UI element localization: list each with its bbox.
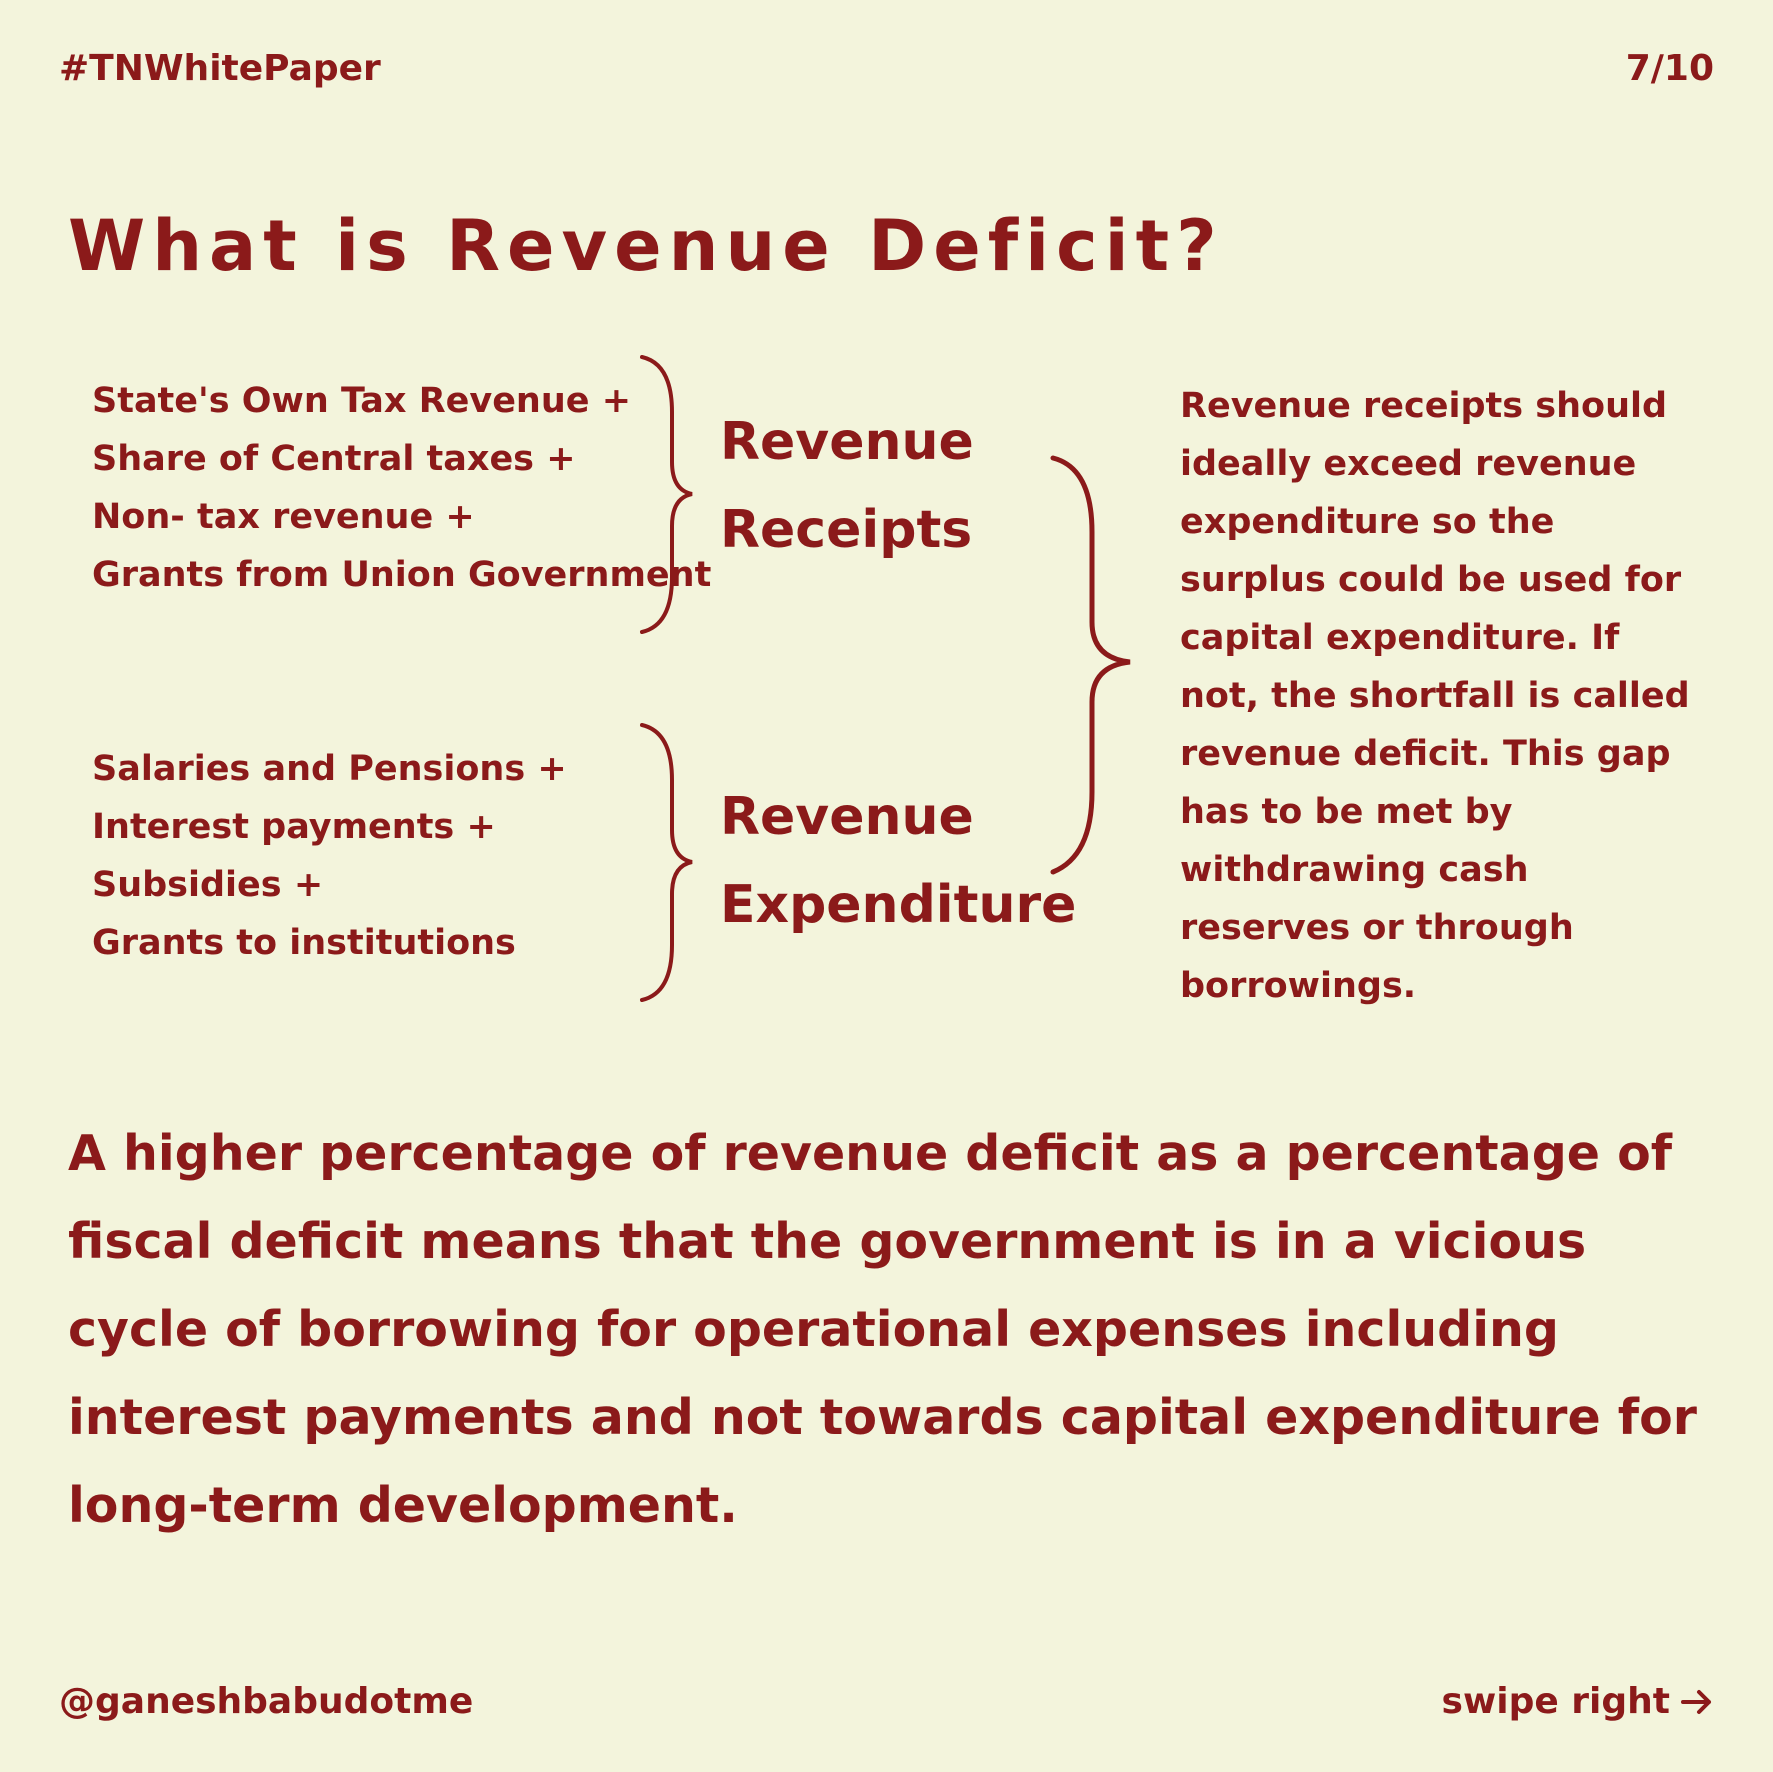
swipe-label: swipe right xyxy=(1441,1681,1670,1722)
label-line: Revenue xyxy=(720,787,974,847)
swipe-hint[interactable]: swipe right xyxy=(1442,1681,1714,1722)
explanation-text: Revenue receipts should ideally exceed r… xyxy=(1180,386,1690,1006)
receipts-brace-icon xyxy=(640,355,693,634)
revenue-expenditure-label: Revenue Expenditure xyxy=(720,773,1076,949)
page-title: What is Revenue Deficit? xyxy=(68,205,1224,287)
list-item: Subsidies + xyxy=(92,865,324,905)
list-item: Share of Central taxes + xyxy=(92,439,576,479)
expenditure-list: Salaries and Pensions + Interest payment… xyxy=(92,740,567,972)
summary-text: A higher percentage of revenue deficit a… xyxy=(68,1125,1697,1534)
label-line: Expenditure xyxy=(720,875,1077,935)
page-indicator: 7/10 xyxy=(1625,48,1714,89)
hashtag: #TNWhitePaper xyxy=(59,48,381,89)
list-item: Non- tax revenue + xyxy=(92,497,475,537)
combined-brace-icon xyxy=(1050,455,1131,875)
list-item: Salaries and Pensions + xyxy=(92,749,567,789)
list-item: State's Own Tax Revenue + xyxy=(92,381,632,421)
list-item: Grants from Union Government xyxy=(92,555,712,595)
expenditure-brace-icon xyxy=(640,723,693,1002)
label-line: Receipts xyxy=(720,500,973,560)
list-item: Interest payments + xyxy=(92,807,496,847)
arrow-right-icon xyxy=(1681,1689,1711,1714)
list-item: Grants to institutions xyxy=(92,923,516,963)
author-handle: @ganeshbabudotme xyxy=(59,1681,474,1722)
revenue-receipts-label: Revenue Receipts xyxy=(720,398,974,574)
label-line: Revenue xyxy=(720,412,974,472)
receipts-list: State's Own Tax Revenue + Share of Centr… xyxy=(92,372,711,604)
